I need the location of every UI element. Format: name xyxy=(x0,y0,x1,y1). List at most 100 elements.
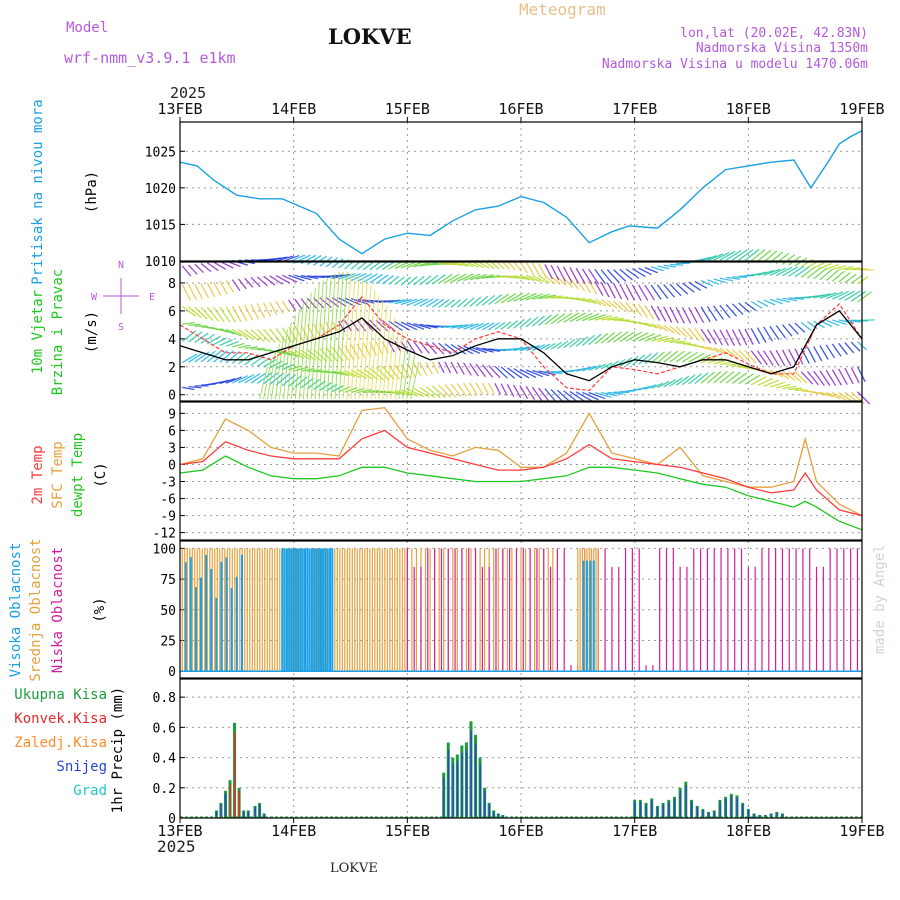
wind-barb xyxy=(382,299,401,303)
wind-barb xyxy=(394,364,406,379)
wind-barb-strong xyxy=(302,292,312,400)
wind-barb xyxy=(425,274,439,285)
wind-barb xyxy=(632,268,646,278)
precip-snow-bar xyxy=(656,807,659,818)
wind-barb xyxy=(219,350,234,363)
wind-barb xyxy=(700,328,712,344)
wind-barb xyxy=(663,284,676,298)
wind-barb xyxy=(313,297,325,309)
wind-barb xyxy=(750,327,761,344)
date-label-top: 17FEB xyxy=(612,100,657,118)
wind-barb xyxy=(256,329,271,343)
wind-barb xyxy=(513,346,530,352)
wind-barb xyxy=(719,304,731,319)
wind-barb xyxy=(369,273,383,284)
compass-w: W xyxy=(91,292,98,303)
footer-station-name: LOKVE xyxy=(330,861,378,876)
wind-barb xyxy=(707,253,724,262)
wind-barb xyxy=(613,269,627,282)
wind-barb xyxy=(569,267,579,284)
wind-barb xyxy=(700,280,714,287)
wind-barb xyxy=(450,273,467,283)
wind-barb xyxy=(769,325,780,340)
wind-barb xyxy=(282,364,295,370)
wind-barb xyxy=(607,317,625,321)
wind-barb xyxy=(638,284,649,301)
wind-barb xyxy=(419,362,428,376)
wind-barb xyxy=(613,300,624,311)
wind-barb xyxy=(463,382,473,397)
wind-barb xyxy=(213,261,227,270)
precip-legend-2: Zaledj.Kisa xyxy=(14,735,107,751)
wind-barb xyxy=(669,377,683,387)
precip-snow-bar xyxy=(254,807,256,818)
wind-barb xyxy=(550,313,566,325)
precip-snow-bar xyxy=(696,807,699,818)
wind-barb xyxy=(657,380,670,389)
date-axes: 13FEB 13FEB 14FEB 14FEB 15FEB 15FEB 16FEB 16FEB… xyxy=(157,100,884,840)
wind-barb xyxy=(763,299,776,306)
wind-barb xyxy=(838,392,853,402)
wind-barb xyxy=(688,281,701,291)
wind-barb-strong xyxy=(378,305,388,400)
wind-barb xyxy=(263,328,276,344)
wind-barb xyxy=(594,363,607,371)
wind-barb xyxy=(601,391,618,397)
wind-barb xyxy=(181,305,197,317)
date-label-bottom: 17FEB xyxy=(612,822,657,840)
wind-barb xyxy=(707,279,720,285)
precip-snow-bar xyxy=(229,784,231,818)
wind-barb xyxy=(669,350,685,363)
wind-barb xyxy=(638,353,652,365)
wind-barb xyxy=(644,304,655,320)
wind-barb xyxy=(469,346,488,354)
wind-barb xyxy=(238,344,251,349)
wind-barb xyxy=(544,370,562,375)
precip-snow-bar xyxy=(452,763,454,818)
precip-snow-bar xyxy=(679,790,682,818)
wind-barb xyxy=(507,292,523,303)
wind-barb xyxy=(819,268,834,281)
wind-barb xyxy=(188,385,202,389)
wind-barb xyxy=(413,298,429,307)
model-elevation-text: Nadmorska Visina u modelu 1470.06m xyxy=(601,57,868,72)
wind-barb xyxy=(363,260,375,271)
wind-barb xyxy=(438,384,452,398)
wind-barb xyxy=(569,337,582,348)
wind-barb xyxy=(475,347,494,353)
wind-barb xyxy=(200,306,214,321)
wind-barb xyxy=(556,340,569,350)
wind-barb xyxy=(463,273,481,282)
wind-barb xyxy=(776,298,791,303)
wind-barb xyxy=(806,346,817,363)
wind-barb xyxy=(275,255,294,262)
pressure-unit: (hPa) xyxy=(84,171,100,213)
wind-barb xyxy=(281,300,290,313)
wind-barb xyxy=(669,283,682,297)
wind-barb xyxy=(844,267,861,271)
wind-barb xyxy=(188,264,198,275)
wind-barb xyxy=(838,266,854,271)
wind-barb xyxy=(181,330,197,343)
wind-barb xyxy=(819,292,837,299)
wind-barb xyxy=(532,369,550,377)
wind-barb xyxy=(744,374,761,385)
wind-barb xyxy=(588,280,598,295)
wind-barb xyxy=(556,389,572,403)
wind-barb-strong xyxy=(342,272,352,400)
wind-barb xyxy=(469,322,485,331)
wind-barb-strong xyxy=(310,283,320,400)
wind-barb xyxy=(231,351,246,364)
date-label-top: 14FEB xyxy=(271,100,316,118)
wind-barb xyxy=(463,297,475,308)
wind-barb xyxy=(825,391,841,400)
wind-barb xyxy=(200,262,212,273)
wind-barb xyxy=(582,297,597,305)
wind-barb xyxy=(769,350,780,367)
wind-barb xyxy=(406,276,418,286)
wind-barb xyxy=(406,340,416,353)
temp-line-sfc xyxy=(179,407,863,517)
wind-barb xyxy=(738,349,751,362)
wind-barb xyxy=(407,261,425,269)
wind-barb xyxy=(588,268,600,285)
